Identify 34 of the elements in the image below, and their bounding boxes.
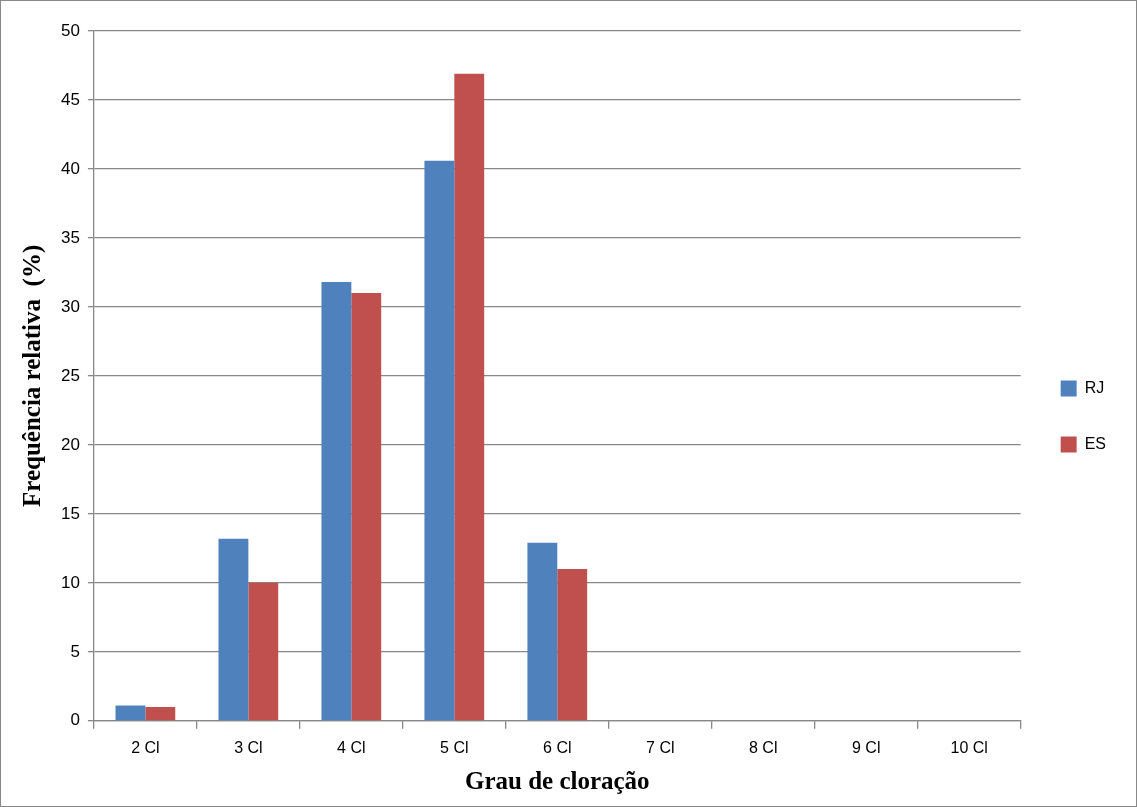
y-tick-label: 35 [60, 227, 80, 247]
y-tick-label: 10 [60, 572, 80, 592]
bar [321, 282, 352, 721]
legend-label: ES [1084, 434, 1106, 452]
y-tick-label: 45 [60, 89, 80, 109]
y-tick-label: 0 [70, 710, 80, 730]
x-tick-label: 7 Cl [646, 738, 675, 756]
y-tick-label: 50 [60, 20, 80, 40]
x-tick-label: 10 Cl [950, 738, 988, 756]
bar [454, 73, 485, 721]
y-tick-label: 20 [60, 434, 80, 454]
bar [248, 582, 279, 721]
bar [351, 293, 382, 721]
bar [527, 542, 558, 721]
bar [424, 160, 455, 721]
bar [145, 707, 176, 721]
bar [557, 569, 588, 721]
x-tick-label: 9 Cl [851, 738, 881, 756]
y-axis-title: Frequência relativa (%) [18, 244, 47, 508]
bar [218, 538, 249, 721]
x-axis-title: Grau de cloração [464, 767, 650, 795]
y-tick-label: 30 [60, 296, 80, 316]
x-tick-label: 2 Cl [131, 738, 160, 756]
x-tick-label: 4 Cl [337, 738, 366, 756]
bar [115, 705, 146, 721]
legend-label: RJ [1084, 378, 1105, 396]
x-tick-label: 5 Cl [440, 738, 469, 756]
x-tick-label: 3 Cl [234, 738, 263, 756]
x-tick-label: 6 Cl [543, 738, 572, 756]
x-tick-label: 8 Cl [749, 738, 778, 756]
y-tick-label: 15 [60, 503, 80, 523]
y-tick-label: 5 [70, 641, 80, 661]
y-tick-label: 25 [60, 365, 80, 385]
y-tick-label: 40 [60, 158, 80, 178]
